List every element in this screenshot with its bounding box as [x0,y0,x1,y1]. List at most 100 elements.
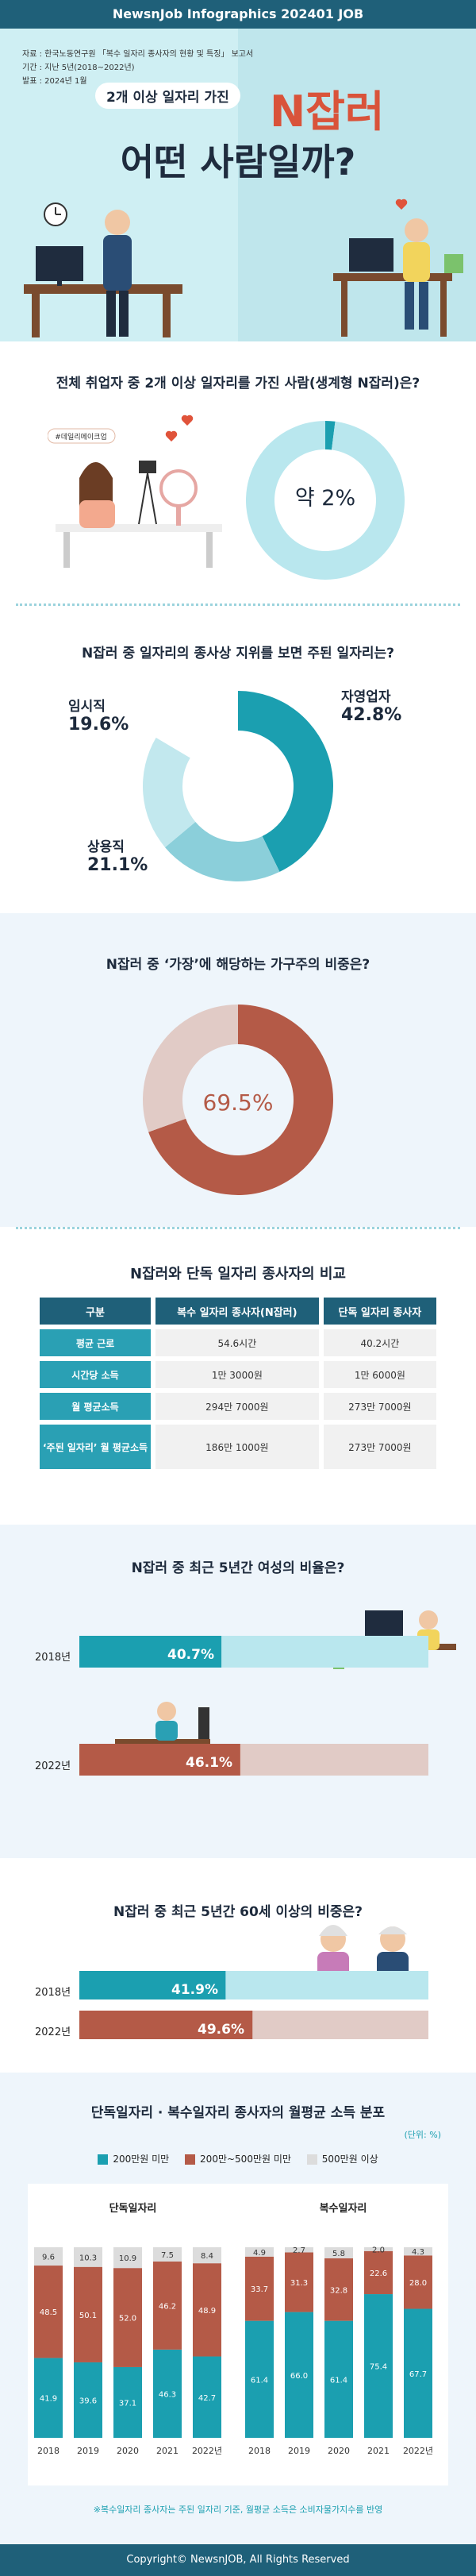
stacked-segment [324,2247,353,2258]
section1-illustration: #데일리메이크업 [48,415,222,568]
bar-fill [79,1971,226,1999]
stacked-segment [364,2294,393,2438]
table-header: 복수 일자리 종사자(N잡러) [155,1298,319,1325]
segment-label: 2.0 [372,2246,385,2254]
separator [16,1227,460,1229]
heart-icon [165,430,178,442]
x-tick-label: 2018 [248,2446,271,2456]
year-label-2018: 2018년 [35,1987,71,1999]
table-cell: 294만 7000원 [155,1393,319,1420]
hashtag-label: #데일리메이크업 [55,433,107,442]
table-cell: 186만 1000원 [155,1425,319,1469]
segment-label: 52.0 [119,2315,136,2323]
donut-slice-rest [155,691,238,758]
row-header: 평균 근로 [40,1329,151,1356]
legend: 200만원 미만 200만~500만원 미만 500만원 이상 [0,2152,476,2165]
x-tick-label: 2018 [37,2446,60,2456]
label-regular: 상용직 21.1% [87,839,148,877]
group-label-multi: 복수일자리 [319,2203,367,2215]
stacked-segment [245,2320,274,2438]
label-name: 상용직 [87,839,125,855]
title-big: N잡러 [270,87,385,137]
legend-item: 200만원 미만 [98,2154,169,2165]
unit-label: (단위: %) [404,2130,441,2140]
segment-label: 4.9 [253,2249,266,2258]
group-label-single: 단독일자리 [109,2203,157,2215]
section6-question: N잡러 중 최근 5년간 60세 이상의 비중은? [113,1904,363,1920]
segment-label: 61.4 [251,2376,268,2385]
senior-ratio-bars [79,1971,428,2039]
section7-band: 단독일자리 · 복수일자리 종사자의 월평균 소득 분포 (단위: %) 200… [0,2073,476,2544]
segment-label: 75.4 [370,2363,387,2372]
table-row: 평균 근로 54.6시간 40.2시간 [40,1329,436,1356]
table-cell: 40.2시간 [323,1329,436,1356]
header-illustration [24,199,463,337]
stacked-segment [364,2250,393,2295]
table-header-row: 구분 복수 일자리 종사자(N잡러) 단독 일자리 종사자 [40,1298,436,1325]
table-header: 단독 일자리 종사자 [323,1298,436,1325]
segment-label: 37.1 [119,2399,136,2408]
table-row: 월 평균소득 294만 7000원 273만 7000원 [40,1393,436,1420]
stacked-segment [324,2320,353,2438]
donut-chart-1 [246,421,405,580]
year-label-2022: 2022년 [35,2026,71,2038]
stacked-segment [34,2247,63,2266]
section5-question: N잡러 중 최근 5년간 여성의 비율은? [131,1560,345,1576]
label-temporary: 임시직 19.6% [68,699,129,736]
footnote: ※복수일자리 종사자는 주된 일자리 기준, 월평균 소득은 소비자물가지수를 … [93,2505,383,2515]
section4-title: N잡러와 단독 일자리 종사자의 비교 [130,1266,346,1282]
donut-slice-household-head [148,1005,333,1195]
segment-label: 50.1 [79,2312,97,2320]
donut-slice-nzab [325,421,336,450]
segment-label: 10.9 [119,2254,136,2263]
stacked-segment [324,2258,353,2321]
segment-label: 7.5 [161,2251,174,2260]
legend-swatch [306,2154,317,2165]
segment-label: 41.9 [40,2395,57,2404]
x-tick-label: 2022년 [403,2446,433,2456]
stacked-segment [74,2247,102,2267]
segment-label: 48.9 [198,2307,216,2316]
donut-chart-3 [142,1005,333,1195]
bar-value-2022: 46.1% [186,1755,232,1771]
footer: Copyright© NewsnJOB, All Rights Reserved [0,2544,476,2576]
stacked-segment [364,2247,393,2251]
segment-label: 33.7 [251,2285,268,2294]
stacked-segment [153,2247,182,2262]
table-row: ‘주된 일자리’ 월 평균소득 186만 1000원 273만 7000원 [40,1425,436,1469]
table-cell: 1만 3000원 [155,1361,319,1388]
segment-label: 32.8 [330,2286,347,2295]
section3-question: N잡러 중 ‘가장’에 해당하는 가구주의 비중은? [106,957,370,973]
year-label-2018: 2018년 [35,1652,71,1664]
stacked-segment [74,2362,102,2438]
x-tick-label: 2020 [117,2446,139,2456]
stacked-segment [74,2266,102,2362]
female-ratio-bars [79,1636,428,1776]
label-name: 자영업자 [341,689,391,705]
segment-label: 67.7 [409,2370,427,2379]
table-row: 시간당 소득 1만 3000원 1만 6000원 [40,1361,436,1388]
section7-title: 단독일자리 · 복수일자리 종사자의 월평균 소득 분포 [90,2105,386,2121]
row-header: ‘주된 일자리’ 월 평균소득 [40,1425,151,1469]
subtitle-badge: 2개 이상 일자리 가진 [95,83,240,109]
separator [16,604,460,606]
table-header: 구분 [40,1298,151,1325]
segment-label: 22.6 [370,2269,387,2278]
x-tick-label: 2019 [288,2446,310,2456]
stacked-segment [113,2366,142,2438]
label-self-employed: 자영업자 42.8% [341,689,401,727]
comparison-table-wrap: 구분 복수 일자리 종사자(N잡러) 단독 일자리 종사자 평균 근로 54.6… [35,1293,441,1474]
donut-chart-2 [143,691,334,881]
legend-item: 500만원 이상 [306,2154,378,2165]
segment-label: 46.3 [159,2390,176,2399]
table-cell: 54.6시간 [155,1329,319,1356]
label-value: 42.8% [341,705,402,726]
stacked-segment [113,2268,142,2367]
legend-swatch [98,2154,109,2165]
header-band: NewsnJob Infographics 202401 JOB 자료 : 한국… [0,0,476,341]
comparison-table: 구분 복수 일자리 종사자(N잡러) 단독 일자리 종사자 평균 근로 54.6… [35,1293,441,1474]
legend-item: 200만~500만원 미만 [185,2154,291,2165]
segment-label: 8.4 [201,2252,213,2261]
section1-question: 전체 취업자 중 2개 이상 일자리를 가진 사람(생계형 N잡러)은? [56,376,420,391]
donut3-value: 69.5% [202,1089,274,1116]
